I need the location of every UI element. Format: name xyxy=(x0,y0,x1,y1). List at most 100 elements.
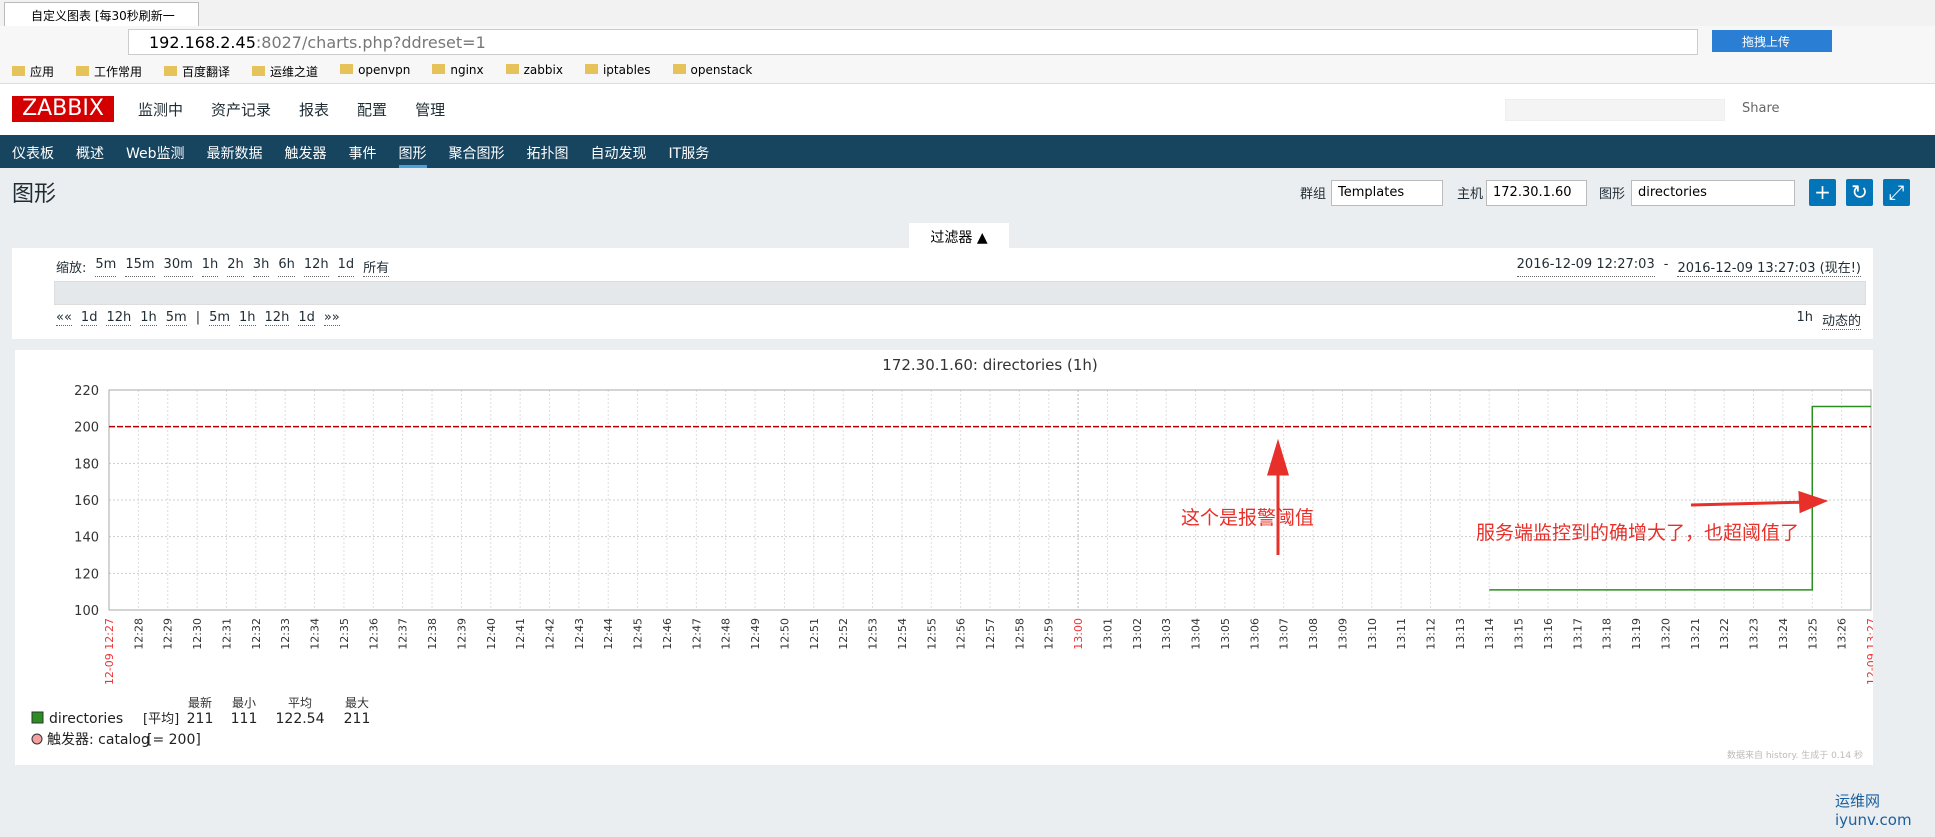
nav-back[interactable]: 5m xyxy=(165,310,187,326)
x-tick-label: 12:36 xyxy=(367,618,380,650)
zoom-option[interactable]: 2h xyxy=(227,257,244,277)
nav-forward[interactable]: 1d xyxy=(298,310,315,326)
search-box[interactable] xyxy=(1505,99,1725,121)
nav-back[interactable]: 1h xyxy=(140,310,157,326)
bookmark[interactable]: iptables xyxy=(585,63,651,83)
filter-tab[interactable]: 过滤器 ▲ xyxy=(909,223,1009,248)
range-to[interactable]: 2016-12-09 13:27:03 (现在!) xyxy=(1677,257,1861,277)
add-button[interactable]: + xyxy=(1809,179,1836,206)
group-select[interactable]: Templates xyxy=(1331,180,1443,206)
x-tick-label: 12:52 xyxy=(837,618,850,650)
x-tick-label: 12:46 xyxy=(661,618,674,650)
x-tick-label: 13:14 xyxy=(1483,618,1496,650)
nav-item[interactable]: 聚合图形 xyxy=(448,146,505,162)
nav-item[interactable]: 最新数据 xyxy=(206,146,263,162)
bookmark[interactable]: 工作常用 xyxy=(76,63,142,83)
bookmark[interactable]: openvpn xyxy=(340,63,410,83)
legend-swatch xyxy=(31,711,44,724)
browser-tab[interactable]: 自定义图表 [每30秒刷新一 xyxy=(4,2,199,26)
x-tick-label: 12:29 xyxy=(162,618,175,650)
nav-item[interactable]: 触发器 xyxy=(284,146,327,162)
zoom-option[interactable]: 30m xyxy=(163,257,193,277)
nav-forward[interactable]: 12h xyxy=(264,310,290,326)
zabbix-header: ZABBIX 监测中 资产记录 报表 配置 管理 Share xyxy=(0,84,1935,135)
refresh-button[interactable]: ↻ xyxy=(1846,179,1873,206)
host-select[interactable]: 172.30.1.60 xyxy=(1486,180,1587,206)
y-tick-label: 100 xyxy=(74,604,99,619)
mode[interactable]: 动态的 xyxy=(1821,310,1861,330)
address-bar: 192.168.2.45:8027/charts.php?ddreset=1 拖… xyxy=(0,26,1935,58)
period: 1h xyxy=(1796,310,1813,325)
period-mode: 1h 动态的 xyxy=(1796,310,1861,330)
nav-item[interactable]: 事件 xyxy=(348,146,377,162)
x-tick-label: 13:04 xyxy=(1190,618,1203,650)
x-tick-label: 12:53 xyxy=(867,618,880,650)
x-tick-label: 13:03 xyxy=(1160,618,1173,650)
nav-item[interactable]: 拓扑图 xyxy=(526,146,569,162)
nav-item[interactable]: 图形 xyxy=(398,143,427,168)
extension-button[interactable]: 拖拽上传 xyxy=(1712,30,1832,52)
zoom-option[interactable]: 3h xyxy=(252,257,270,277)
x-tick-label: 13:02 xyxy=(1131,618,1144,650)
menu-item[interactable]: 监测中 xyxy=(138,101,184,119)
zoom-option[interactable]: 所有 xyxy=(363,257,390,277)
legend-stat: 111 xyxy=(231,711,258,727)
nav-item[interactable]: 概述 xyxy=(76,146,104,162)
x-tick-label: 13:01 xyxy=(1101,618,1114,650)
bookmark[interactable]: 百度翻译 xyxy=(164,63,230,83)
graph-select[interactable]: directories xyxy=(1631,180,1795,206)
menu-item[interactable]: 资产记录 xyxy=(211,101,272,119)
bookmark[interactable]: zabbix xyxy=(506,63,563,83)
zoom-option[interactable]: 5m xyxy=(95,257,117,277)
x-tick-label: 12:32 xyxy=(250,618,263,650)
zoom-option[interactable]: 1d xyxy=(337,257,355,277)
x-tick-label: 12:28 xyxy=(132,618,145,650)
x-edge-label: 12-09 12:27 xyxy=(103,618,116,685)
nav-forward[interactable]: »» xyxy=(323,310,340,326)
legend-stat: 122.54 xyxy=(276,711,325,727)
page-title: 图形 xyxy=(12,182,57,207)
menu-item[interactable]: 配置 xyxy=(357,101,388,119)
x-tick-label: 12:38 xyxy=(426,618,439,650)
watermark-name: 运维网 xyxy=(1835,792,1881,810)
x-tick-label: 12:47 xyxy=(690,618,703,650)
range-from[interactable]: 2016-12-09 12:27:03 xyxy=(1516,257,1655,277)
zoom-option[interactable]: 15m xyxy=(125,257,155,277)
nav-back[interactable]: «« xyxy=(56,310,72,326)
nav-forward[interactable]: 5m xyxy=(209,310,231,326)
time-slider[interactable] xyxy=(54,281,1866,305)
nav-back[interactable]: 12h xyxy=(106,310,132,326)
share-link[interactable]: Share xyxy=(1742,101,1780,116)
bookmark[interactable]: 运维之道 xyxy=(252,63,318,83)
x-tick-label: 12:51 xyxy=(808,618,821,650)
x-tick-label: 12:50 xyxy=(778,618,791,650)
x-tick-label: 13:00 xyxy=(1072,618,1085,650)
y-tick-label: 220 xyxy=(74,384,99,399)
range-sep: - xyxy=(1663,257,1669,272)
menu-item[interactable]: 管理 xyxy=(415,101,446,119)
nav-item[interactable]: Web监测 xyxy=(126,146,185,162)
legend-func: [平均] xyxy=(143,712,179,727)
chart: 172.30.1.60: directories (1h) 100 120 140 16… xyxy=(31,356,1894,761)
nav-separator: | xyxy=(195,310,201,325)
logo[interactable]: ZABBIX xyxy=(12,96,114,122)
zoom-option[interactable]: 6h xyxy=(278,257,295,277)
nav-forward[interactable]: 1h xyxy=(239,310,256,326)
url-field[interactable]: 192.168.2.45:8027/charts.php?ddreset=1 xyxy=(128,29,1698,55)
legend-swatch xyxy=(31,733,43,745)
nav-item[interactable]: IT服务 xyxy=(668,146,710,162)
fullscreen-button[interactable]: ⤢ xyxy=(1883,179,1910,206)
bookmark[interactable]: nginx xyxy=(432,63,483,83)
nav-item[interactable]: 自动发现 xyxy=(590,146,647,162)
menu-item[interactable]: 报表 xyxy=(299,101,330,119)
zoom-option[interactable]: 12h xyxy=(303,257,329,277)
bookmark[interactable]: openstack xyxy=(673,63,753,83)
nav-item[interactable]: 仪表板 xyxy=(12,146,54,162)
legend-column: 平均 xyxy=(288,696,312,710)
x-tick-label: 13:07 xyxy=(1278,618,1291,650)
bookmark[interactable]: 应用 xyxy=(12,63,54,83)
nav-back[interactable]: 1d xyxy=(80,310,98,326)
x-tick-label: 13:15 xyxy=(1513,618,1526,650)
zoom-option[interactable]: 1h xyxy=(201,257,219,277)
x-tick-label: 13:24 xyxy=(1777,618,1790,650)
